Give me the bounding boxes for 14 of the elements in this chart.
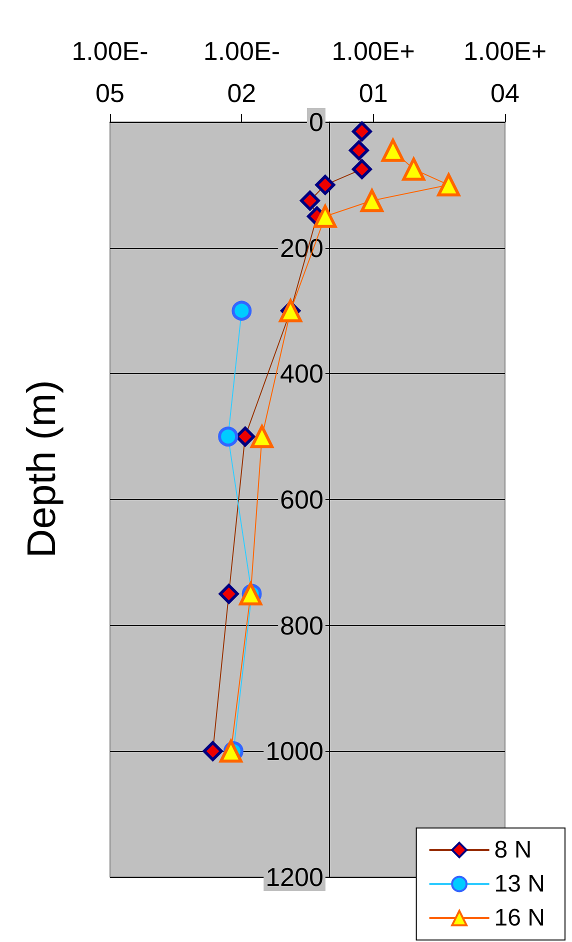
legend-label: 16 N <box>494 904 546 932</box>
y-tick-label: 1000 <box>266 736 324 766</box>
y-tick-label: 600 <box>280 484 324 514</box>
y-axis-title: Depth (m) <box>20 380 64 558</box>
y-tick-label: 0 <box>308 107 324 137</box>
legend-label: 8 N <box>494 836 532 864</box>
x-tick-label: 1.00E+01 <box>332 36 415 108</box>
x-tick-label: 1.00E-02 <box>203 36 280 108</box>
legend-label: 13 N <box>494 870 546 898</box>
y-tick-label: 1200 <box>266 862 324 892</box>
y-tick-label: 400 <box>280 358 324 389</box>
x-tick-label: 1.00E+04 <box>463 36 547 108</box>
x-tick-label: 1.00E-05 <box>72 36 148 108</box>
y-tick-label: 800 <box>280 610 324 640</box>
